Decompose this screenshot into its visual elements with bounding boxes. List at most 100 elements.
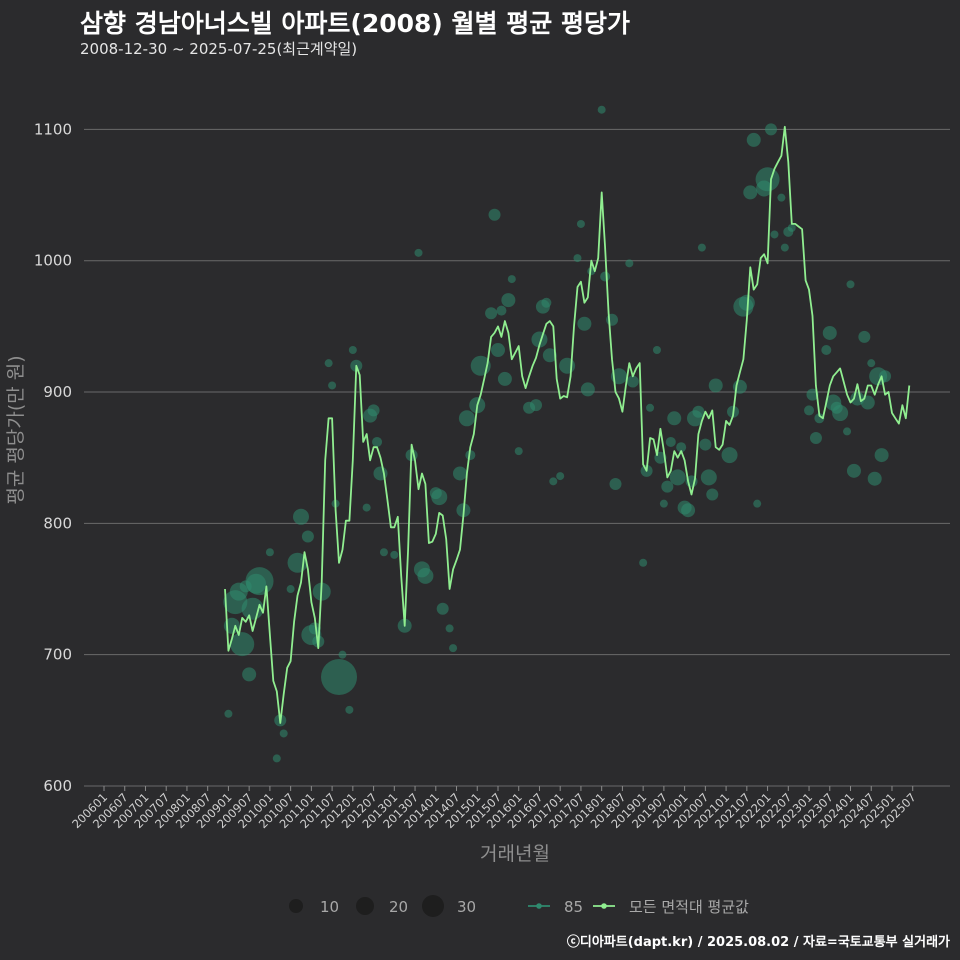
y-tick-label: 700 xyxy=(43,646,72,664)
scatter-point xyxy=(324,359,333,368)
scatter-point xyxy=(576,219,585,228)
scatter-point xyxy=(390,550,399,559)
average-line-path xyxy=(224,125,911,724)
scatter-point xyxy=(367,404,380,417)
scatter-point xyxy=(417,567,434,584)
legend-size-dot xyxy=(422,895,444,917)
scatter-point xyxy=(822,325,837,340)
scatter-point xyxy=(770,230,779,239)
scatter-point xyxy=(700,469,717,486)
y-tick-label: 1000 xyxy=(34,252,72,270)
scatter-point xyxy=(777,193,786,202)
scatter-point xyxy=(832,405,849,422)
scatter-point xyxy=(667,411,682,426)
legend-size-dot xyxy=(289,899,303,913)
scatter-point xyxy=(436,602,449,615)
scatter-point xyxy=(496,305,507,316)
scatter-point xyxy=(738,294,755,311)
scatter-point xyxy=(445,624,454,633)
scatter-point xyxy=(542,348,557,363)
scatter-point xyxy=(242,667,257,682)
scatter-point xyxy=(609,477,622,490)
grid-lines xyxy=(84,128,950,787)
x-axis-title: 거래년월 xyxy=(480,843,550,865)
scatter-point xyxy=(860,395,875,410)
scatter-point xyxy=(746,132,761,147)
scatter-point xyxy=(765,123,778,136)
scatter-point xyxy=(431,489,448,506)
scatter-point xyxy=(286,585,295,594)
scatter-point xyxy=(743,185,758,200)
scatter-point xyxy=(721,447,738,464)
scatter-point xyxy=(321,659,358,696)
scatter-point xyxy=(787,223,796,232)
legend-series-dot xyxy=(536,903,542,909)
scatter-point xyxy=(809,432,822,444)
scatter-point xyxy=(669,469,686,486)
scatter-point xyxy=(573,254,582,263)
scatter-point xyxy=(846,280,855,289)
scatter-point xyxy=(706,488,719,501)
scatter-point xyxy=(755,167,780,192)
scatter-point xyxy=(665,436,676,447)
scatter-point xyxy=(549,477,558,486)
scatter-point xyxy=(874,448,889,463)
scatter-point xyxy=(843,427,852,436)
scatter-point xyxy=(699,438,712,451)
scatter-point xyxy=(265,548,274,557)
y-tick-label: 800 xyxy=(43,514,72,532)
scatter-point xyxy=(606,313,619,326)
y-axis-title: 평균 평당가(만 원) xyxy=(5,355,27,504)
chart-title: 삼향 경남아너스빌 아파트(2008) 월별 평균 평당가 xyxy=(80,9,630,38)
scatter-point xyxy=(846,463,861,478)
x-axis-ticks: 2006012006072007012007072008012008072009… xyxy=(69,786,919,831)
scatter-point xyxy=(676,442,687,453)
scatter-point xyxy=(245,567,274,596)
legend-series-label: 모든 면적대 평균값 xyxy=(629,898,749,916)
scatter-point xyxy=(806,388,819,401)
scatter-point xyxy=(379,548,388,557)
scatter-point xyxy=(301,530,314,543)
scatter-point xyxy=(497,371,512,386)
scatter-points xyxy=(223,105,892,763)
scatter-point xyxy=(697,243,706,252)
legend-series-dot xyxy=(601,903,607,909)
y-tick-label: 900 xyxy=(43,383,72,401)
scatter-point xyxy=(531,331,548,348)
scatter-point xyxy=(530,399,543,412)
scatter-point xyxy=(279,729,288,738)
scatter-point xyxy=(753,499,762,508)
legend-series-label: 85 xyxy=(564,898,583,916)
legend-size-label: 10 xyxy=(320,898,339,916)
scatter-point xyxy=(452,466,467,481)
y-tick-label: 1100 xyxy=(34,120,72,138)
scatter-point xyxy=(580,382,595,397)
scatter-point xyxy=(804,405,815,416)
average-line xyxy=(224,125,911,724)
scatter-point xyxy=(681,503,696,518)
scatter-point xyxy=(597,105,606,114)
scatter-point xyxy=(646,403,655,412)
y-axis-ticks: 600 700 800 900 1000 1100 xyxy=(34,120,72,795)
scatter-point xyxy=(348,346,357,355)
scatter-point xyxy=(514,447,523,456)
scatter-point xyxy=(652,346,661,355)
scatter-point xyxy=(372,436,383,447)
scatter-point xyxy=(241,597,264,620)
legend-size-label: 30 xyxy=(457,898,476,916)
scatter-point xyxy=(708,378,723,393)
scatter-point xyxy=(780,243,789,252)
scatter-point xyxy=(625,259,634,268)
scatter-point xyxy=(659,499,668,508)
scatter-point xyxy=(465,450,476,461)
scatter-point xyxy=(507,275,516,284)
scatter-point xyxy=(626,375,639,388)
scatter-point xyxy=(230,632,255,657)
scatter-point xyxy=(661,480,674,493)
legend: 10 20 30 85 모든 면적대 평균값 xyxy=(289,895,749,917)
scatter-point xyxy=(272,754,281,763)
scatter-point xyxy=(308,622,321,635)
scatter-point xyxy=(449,644,458,653)
scatter-point xyxy=(692,405,705,418)
